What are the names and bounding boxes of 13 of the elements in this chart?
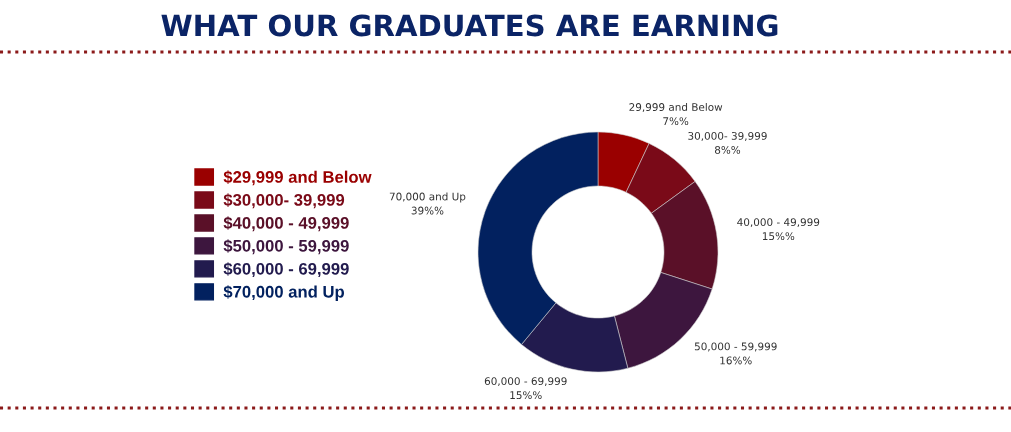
data-label: 29,999 and Below 7%% (629, 102, 723, 126)
legend-label: $60,000 - 69,999 (223, 262, 349, 278)
legend-label: $40,000 - 49,999 (223, 216, 349, 232)
legend-label: $70,000 and Up (223, 285, 344, 301)
legend-label: $30,000- 39,999 (223, 193, 345, 209)
data-label: 60,000 - 69,999 15%% (484, 377, 567, 400)
legend-label: $29,999 and Below (223, 170, 372, 186)
data-label: 40,000 - 49,999 15%% (737, 218, 820, 241)
data-label: 70,000 and Up 39%% (389, 192, 466, 215)
legend-label: $50,000 - 59,999 (223, 239, 349, 255)
chart-title: WHAT OUR GRADUATES ARE EARNING (161, 14, 778, 37)
data-label: 30,000- 39,999 8%% (688, 131, 767, 154)
data-label: 50,000 - 59,999 16%% (694, 342, 777, 365)
